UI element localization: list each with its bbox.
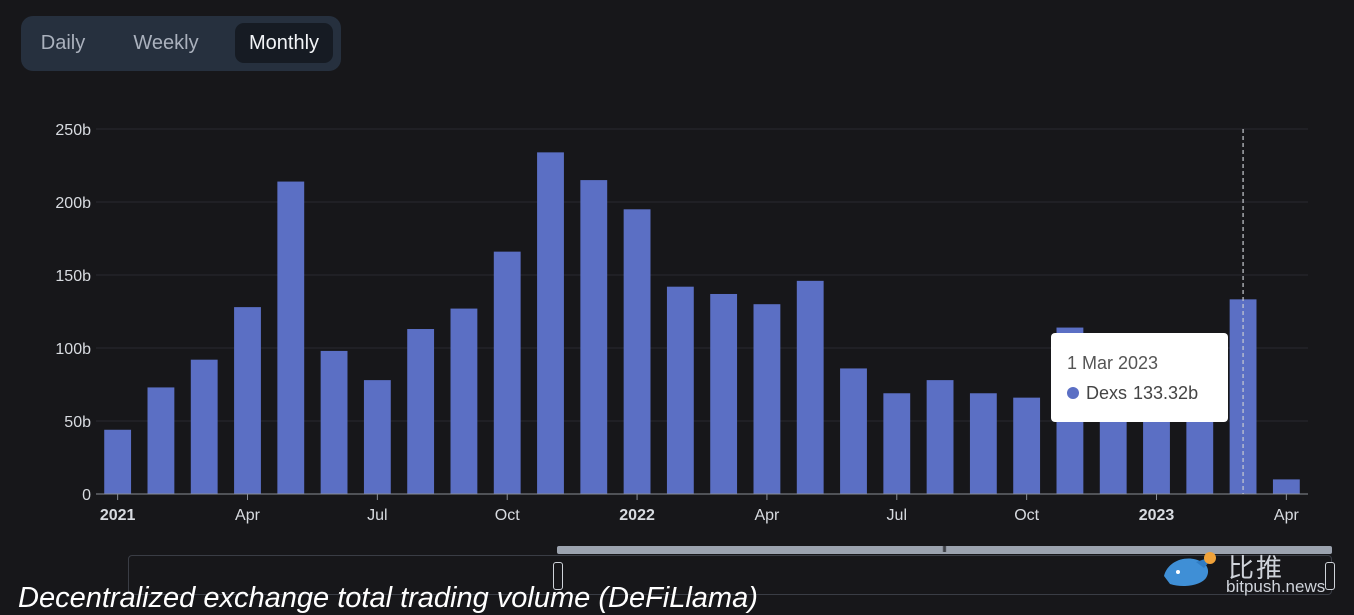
bar: [623, 209, 651, 495]
bar: [104, 429, 132, 494]
tooltip-date: 1 Mar 2023: [1067, 353, 1159, 373]
bar: [147, 387, 175, 494]
bar: [493, 251, 521, 494]
range-slider-grip-icon[interactable]: III: [942, 545, 947, 554]
x-tick-label: Oct: [495, 507, 520, 524]
x-tick-label: Jul: [367, 507, 387, 524]
tooltip-series-name: Dexs: [1086, 383, 1128, 403]
x-tick-label: Jul: [887, 507, 907, 524]
y-tick-label: 0: [82, 487, 91, 504]
series-dot-icon: [1067, 387, 1079, 399]
bar: [840, 368, 867, 494]
chart-tooltip: 1 Mar 2023 Dexs 133.32b: [1051, 333, 1228, 422]
x-tick-label: Apr: [1274, 507, 1300, 524]
image-caption: Decentralized exchange total trading vol…: [18, 582, 758, 614]
range-slider-right-handle[interactable]: [1325, 562, 1335, 590]
bar: [450, 308, 478, 494]
bar: [363, 380, 391, 494]
y-tick-label: 200b: [55, 195, 91, 212]
x-tick-label: Apr: [235, 507, 261, 524]
bar: [580, 180, 608, 494]
tab-monthly[interactable]: Monthly: [235, 23, 333, 63]
watermark-text: 比推: [1228, 553, 1285, 583]
x-tick-label: 2021: [100, 507, 136, 524]
bar: [710, 293, 738, 494]
x-tick-label: 2022: [619, 507, 655, 524]
x-tick-label: 2023: [1139, 507, 1175, 524]
bar: [753, 304, 781, 494]
y-tick-label: 150b: [55, 268, 91, 285]
y-tick-label: 250b: [55, 122, 91, 139]
bar: [320, 350, 348, 494]
bar: [1013, 397, 1041, 494]
bar: [407, 329, 435, 494]
bar: [277, 181, 305, 494]
interval-tabs: Daily Weekly Monthly: [21, 16, 341, 71]
bar: [666, 286, 694, 494]
x-tick-label: Apr: [754, 507, 780, 524]
tooltip-value: 133.32b: [1133, 383, 1199, 403]
bar: [969, 393, 997, 494]
bar: [926, 380, 954, 494]
bar: [537, 152, 564, 495]
tab-weekly[interactable]: Weekly: [133, 32, 199, 54]
range-slider-selection[interactable]: [557, 546, 1332, 554]
bar: [796, 280, 824, 494]
tooltip-row: Dexs 133.32b: [1067, 383, 1198, 404]
bar: [234, 307, 261, 494]
bar: [883, 393, 911, 494]
y-tick-label: 100b: [55, 341, 91, 358]
bird-logo-icon: [1164, 552, 1216, 586]
y-tick-label: 50b: [64, 414, 91, 431]
bar: [190, 359, 218, 494]
bar: [1272, 479, 1300, 494]
watermark: 比推 bitpush.news: [1158, 546, 1348, 598]
range-slider-left-handle[interactable]: [553, 562, 563, 590]
watermark-url: bitpush.news: [1226, 577, 1326, 596]
x-tick-label: Oct: [1014, 507, 1039, 524]
tab-daily[interactable]: Daily: [40, 32, 86, 54]
